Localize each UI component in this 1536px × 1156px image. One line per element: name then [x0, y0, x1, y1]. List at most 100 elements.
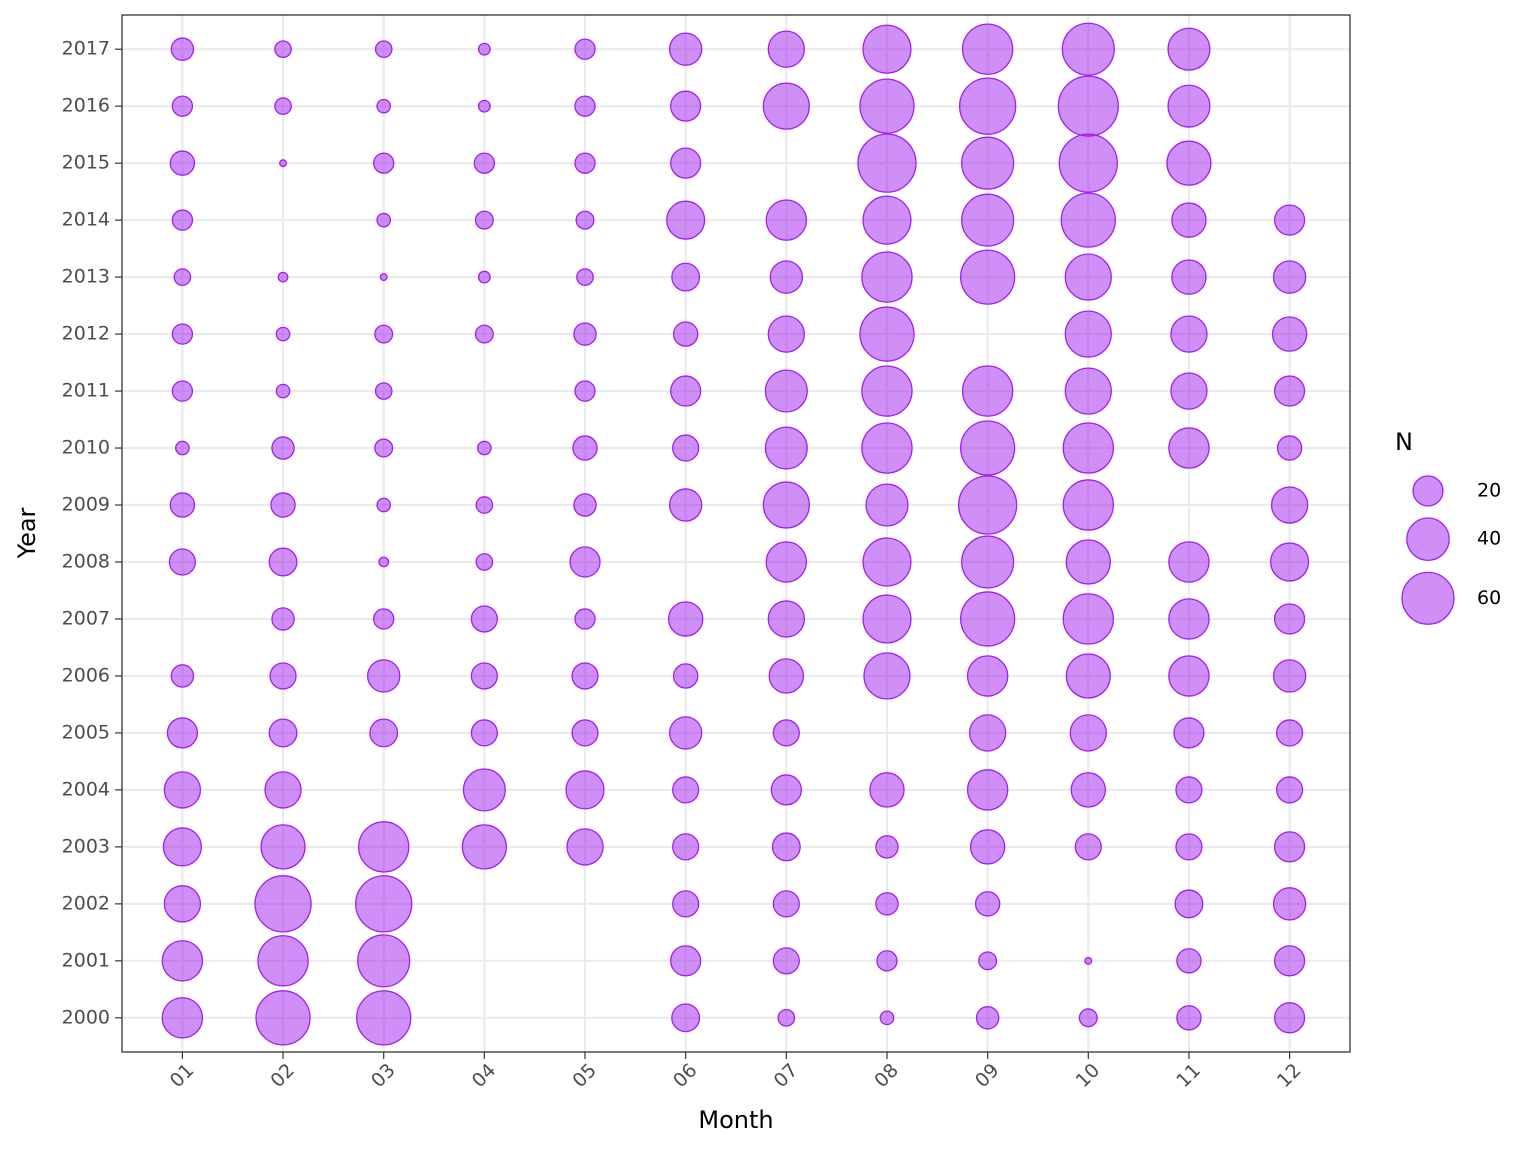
bubble	[374, 40, 393, 59]
bubble	[270, 492, 296, 518]
bubble	[1272, 887, 1307, 921]
bubble	[869, 772, 905, 808]
legend-label: 60	[1477, 587, 1501, 609]
bubble	[356, 990, 412, 1046]
bubble	[966, 769, 1009, 811]
bubble	[1176, 1005, 1202, 1031]
bubble	[1168, 541, 1210, 583]
bubble	[475, 496, 494, 514]
bubble	[271, 607, 295, 631]
bubble	[171, 380, 194, 402]
bubble	[1176, 948, 1202, 974]
bubble	[274, 97, 292, 116]
bubble	[1170, 315, 1208, 353]
y-tick-label: 2003	[62, 835, 110, 857]
bubble	[672, 776, 700, 804]
bubble	[1062, 479, 1115, 531]
bubble	[374, 324, 394, 344]
bubble	[862, 537, 912, 587]
bubble	[1167, 27, 1211, 71]
bubble	[572, 435, 598, 461]
bubble	[566, 828, 604, 866]
bubble	[573, 322, 597, 346]
bubble	[966, 655, 1009, 697]
bubble	[257, 935, 309, 987]
y-tick-label: 2016	[62, 95, 110, 117]
bubble	[777, 1008, 796, 1027]
bubble	[1064, 367, 1112, 415]
bubble	[957, 475, 1018, 535]
y-tick-label: 2005	[62, 721, 110, 743]
bubble	[1057, 75, 1119, 137]
bubble	[374, 382, 393, 400]
bubble	[565, 770, 605, 810]
bubble	[961, 365, 1014, 417]
bubble	[264, 771, 302, 809]
bubble	[576, 268, 594, 286]
bubble	[169, 492, 196, 518]
bubble	[1275, 776, 1304, 804]
bubble	[1275, 719, 1304, 747]
legend-key	[1401, 571, 1455, 625]
bubble	[1175, 833, 1203, 861]
bubble	[671, 262, 701, 292]
bubble	[163, 771, 202, 809]
bubble	[1168, 598, 1210, 640]
bubble	[255, 990, 311, 1046]
bubble	[767, 315, 806, 353]
bubble	[961, 535, 1015, 589]
bubble	[461, 824, 507, 870]
bubble	[959, 420, 1016, 476]
y-tick-label: 2010	[62, 437, 110, 459]
bubble	[667, 601, 704, 637]
bubble	[373, 152, 395, 174]
bubble	[470, 662, 498, 690]
bubble	[569, 546, 601, 578]
bubble	[1273, 204, 1306, 236]
bubble	[369, 718, 399, 748]
y-tick-label: 2014	[62, 209, 110, 231]
bubble	[477, 440, 492, 456]
bubble	[357, 934, 411, 988]
bubble	[171, 323, 194, 345]
bubble	[1271, 316, 1308, 352]
bubble	[161, 940, 204, 982]
bubble	[171, 209, 194, 231]
bubble	[571, 719, 599, 747]
bubble	[254, 875, 312, 933]
bubble	[772, 947, 800, 975]
legend-label: 40	[1477, 528, 1501, 550]
bubble	[859, 78, 915, 134]
bubble	[574, 95, 596, 117]
y-tick-label: 2011	[62, 380, 110, 402]
bubble	[574, 608, 596, 630]
bubble	[269, 662, 297, 690]
bubble	[1166, 140, 1212, 186]
y-tick-label: 2006	[62, 664, 110, 686]
bubble	[175, 440, 190, 456]
bubble	[573, 493, 597, 517]
bubble	[1064, 310, 1112, 358]
bubble	[470, 719, 498, 747]
bubble	[862, 195, 912, 245]
bubble	[1058, 133, 1118, 193]
bubble	[765, 541, 808, 583]
bubble	[672, 321, 699, 347]
bubble	[169, 150, 196, 176]
bubble	[670, 945, 702, 977]
bubble	[764, 426, 808, 470]
bubble	[574, 380, 596, 402]
bubble	[173, 268, 192, 286]
bubble	[863, 652, 911, 700]
bubble	[1061, 22, 1115, 76]
bubble	[477, 270, 491, 284]
bubble	[961, 136, 1015, 190]
bubble	[1167, 84, 1211, 128]
bubble	[865, 483, 909, 527]
bubble	[271, 436, 295, 460]
bubble	[668, 716, 703, 750]
bubble	[574, 38, 596, 60]
panel-border	[121, 14, 1351, 1053]
bubble	[275, 383, 291, 399]
